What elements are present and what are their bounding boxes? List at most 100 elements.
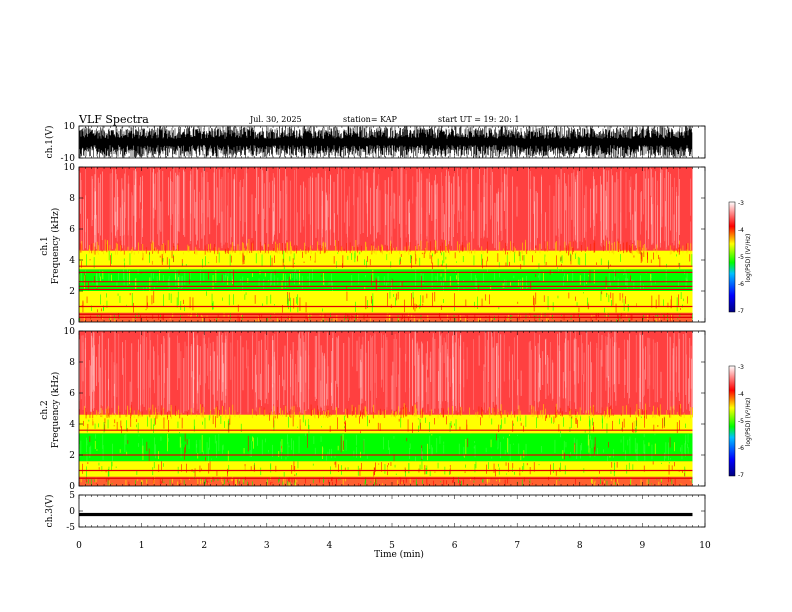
spec-transition-speckle: [478, 406, 480, 415]
spec-noise-streak: [645, 178, 646, 251]
y-tick-label: 10: [64, 163, 76, 173]
spec-speckle: [389, 291, 391, 299]
x-tick-label: 4: [327, 541, 333, 551]
spec-speckle: [565, 442, 567, 448]
spec-speckle: [589, 420, 591, 433]
spec-speckle: [159, 270, 160, 281]
spec-speckle: [267, 478, 268, 485]
spec-noise-streak: [503, 334, 505, 382]
spec-speckle: [180, 443, 182, 458]
spec-speckle: [177, 421, 179, 429]
spec-speckle: [86, 476, 87, 482]
spec-speckle: [375, 483, 377, 485]
spec-noise-streak: [373, 172, 374, 226]
spec-speckle: [277, 277, 279, 285]
spec-noise-streak: [366, 185, 368, 214]
spec-speckle: [544, 295, 546, 303]
spec-noise-streak: [324, 358, 326, 414]
spec-speckle: [630, 478, 632, 485]
spec-speckle: [307, 462, 308, 471]
spec-noise-streak: [325, 171, 326, 231]
spec-transition-speckle: [481, 246, 483, 253]
spec-transition-speckle: [131, 249, 132, 254]
spec-transition-speckle: [592, 404, 594, 417]
spec-speckle: [82, 463, 83, 474]
spec-transition-speckle: [207, 250, 209, 253]
spec-speckle: [443, 299, 444, 303]
spec-transition-speckle: [275, 243, 277, 253]
spec-noise-streak: [539, 354, 540, 402]
spec-noise-streak: [473, 339, 474, 410]
spec-speckle: [161, 461, 162, 471]
spec-speckle: [520, 279, 521, 289]
spec-transition-speckle: [81, 241, 83, 253]
spec-transition-speckle: [310, 404, 312, 416]
spec-noise-streak: [398, 374, 399, 415]
spec-noise-streak: [231, 167, 232, 238]
spec-noise-streak: [644, 171, 646, 200]
spec-speckle: [665, 269, 667, 284]
spec-transition-speckle: [564, 241, 566, 252]
spec-noise-streak: [178, 172, 180, 233]
spec-transition-speckle: [513, 246, 515, 255]
spec-transition-speckle: [177, 243, 179, 251]
spec-transition-speckle: [399, 250, 400, 255]
spec-speckle: [535, 313, 537, 319]
spec-speckle: [494, 271, 495, 280]
spec-speckle: [395, 297, 396, 306]
spec-noise-streak: [332, 338, 333, 404]
spec-speckle: [182, 263, 183, 267]
spec-noise-streak: [216, 187, 218, 226]
spec-transition-speckle: [486, 248, 487, 254]
spec-noise-streak: [537, 192, 538, 239]
spec-speckle: [135, 480, 136, 485]
spec-speckle: [299, 277, 300, 282]
spec-speckle: [319, 314, 321, 316]
spec-transition-speckle: [138, 409, 140, 417]
spec-noise-streak: [664, 178, 666, 242]
spec-speckle: [97, 309, 98, 313]
spec-speckle: [132, 317, 134, 322]
spec-speckle: [227, 420, 229, 432]
spec-speckle: [98, 462, 100, 466]
spec-transition-speckle: [396, 246, 397, 252]
spec-transition-speckle: [257, 250, 259, 255]
spec-noise-streak: [344, 170, 345, 223]
spec-noise-streak: [596, 343, 598, 413]
y-tick-label: 8: [69, 358, 75, 368]
spec-speckle: [242, 252, 244, 265]
spec-transition-speckle: [282, 410, 283, 417]
spec-speckle: [397, 291, 399, 296]
spec-transition-speckle: [644, 244, 645, 252]
spec-noise-streak: [520, 370, 522, 396]
spec-speckle: [619, 315, 621, 321]
spec-speckle: [377, 276, 379, 290]
spec-transition-speckle: [475, 412, 477, 417]
spec-noise-streak: [421, 363, 423, 401]
spec-speckle: [125, 450, 127, 452]
spec-noise-streak: [135, 171, 137, 223]
spec-noise-streak: [558, 345, 560, 412]
spec-transition-speckle: [89, 245, 90, 253]
spec-speckle: [456, 251, 457, 257]
spec-noise-streak: [114, 383, 115, 414]
spec-noise-streak: [461, 167, 462, 212]
spec-transition-speckle: [626, 242, 627, 253]
spec-noise-streak: [448, 381, 449, 414]
spec-noise-streak: [483, 371, 484, 411]
spec-noise-streak: [443, 337, 445, 364]
spec-noise-streak: [528, 167, 529, 251]
spec-noise-streak: [596, 185, 598, 214]
spec-speckle: [629, 439, 630, 441]
spec-speckle: [413, 316, 415, 322]
spec-noise-streak: [577, 171, 579, 249]
spec-transition-speckle: [265, 251, 267, 255]
spec-speckle: [201, 479, 203, 484]
spec-speckle: [305, 417, 307, 422]
spec-noise-streak: [405, 353, 406, 393]
spec-noise-streak: [449, 175, 450, 228]
spec-speckle: [557, 295, 559, 299]
spec-speckle: [87, 462, 89, 464]
spec-speckle: [454, 317, 456, 322]
